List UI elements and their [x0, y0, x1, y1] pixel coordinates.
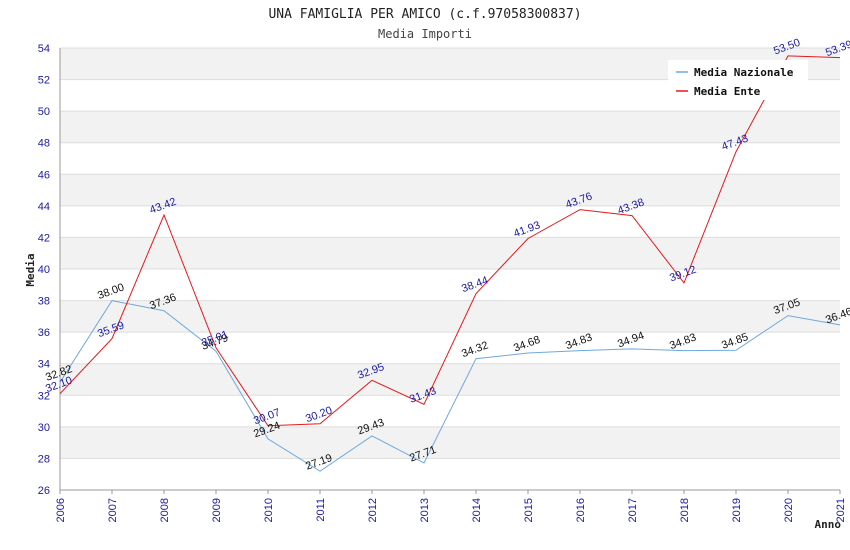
- y-tick-label: 34: [38, 359, 50, 371]
- x-tick-label: 2015: [523, 498, 535, 522]
- y-axis-label: Media: [24, 253, 37, 286]
- legend: Media Nazionale Media Ente: [668, 60, 808, 100]
- series-group: [59, 55, 841, 472]
- x-tick-label: 2012: [367, 498, 379, 522]
- band: [60, 174, 840, 206]
- x-tick-label: 2019: [731, 498, 743, 522]
- x-tick-label: 2011: [315, 498, 327, 522]
- band: [60, 458, 840, 490]
- x-tick-label: 2006: [55, 498, 67, 522]
- y-tick-label: 28: [38, 453, 50, 465]
- band: [60, 300, 840, 333]
- gridlines: [60, 47, 840, 491]
- x-tick-label: 2016: [575, 498, 587, 522]
- y-tick-label: 26: [38, 485, 50, 497]
- chart-subtitle: Media Importi: [378, 27, 472, 41]
- band: [60, 269, 840, 301]
- x-tick-label: 2018: [679, 498, 691, 522]
- x-tick-label: 2013: [419, 498, 431, 522]
- y-tick-label: 40: [38, 264, 50, 276]
- x-tick-label: 2009: [211, 498, 223, 522]
- band: [60, 111, 840, 143]
- y-tick-label: 44: [38, 201, 50, 213]
- x-tick-label: 2020: [783, 498, 795, 522]
- x-axis-label: Anno: [815, 518, 842, 531]
- y-tick-label: 32: [38, 390, 50, 402]
- chart-title: UNA FAMIGLIA PER AMICO (c.f.97058300837): [268, 7, 581, 22]
- band: [60, 142, 840, 175]
- band: [60, 426, 840, 459]
- y-tick-label: 30: [38, 422, 50, 434]
- y-tick-label: 38: [38, 296, 50, 308]
- band: [60, 205, 840, 238]
- y-tick-label: 36: [38, 327, 50, 339]
- x-tick-label: 2008: [159, 498, 171, 522]
- x-tick-label: 2021: [835, 498, 847, 522]
- x-tick-label: 2007: [107, 498, 119, 522]
- legend-label: Media Nazionale: [694, 66, 794, 79]
- legend-label: Media Ente: [694, 85, 761, 98]
- series-line-media-ente: [59, 55, 841, 427]
- y-tick-label: 54: [38, 43, 50, 55]
- x-tick-label: 2017: [627, 498, 639, 522]
- y-axis-ticks: 26 28 30 32 34 36 38 40 42 44 46 48 50 52 54: [38, 43, 50, 497]
- x-axis-ticks: 2006 2007 2008 2009 2010 2011 2012 2013 2014 2015…: [55, 490, 847, 522]
- series-line-media-nazionale: [59, 300, 841, 472]
- x-tick-label: 2010: [263, 498, 275, 522]
- legend-box: [668, 60, 808, 100]
- y-tick-label: 52: [38, 75, 50, 87]
- x-tick-label: 2014: [471, 498, 483, 522]
- y-tick-label: 48: [38, 138, 50, 150]
- y-tick-label: 42: [38, 232, 50, 244]
- band: [60, 363, 840, 396]
- y-tick-label: 50: [38, 106, 50, 118]
- band: [60, 237, 840, 269]
- y-tick-label: 46: [38, 169, 50, 181]
